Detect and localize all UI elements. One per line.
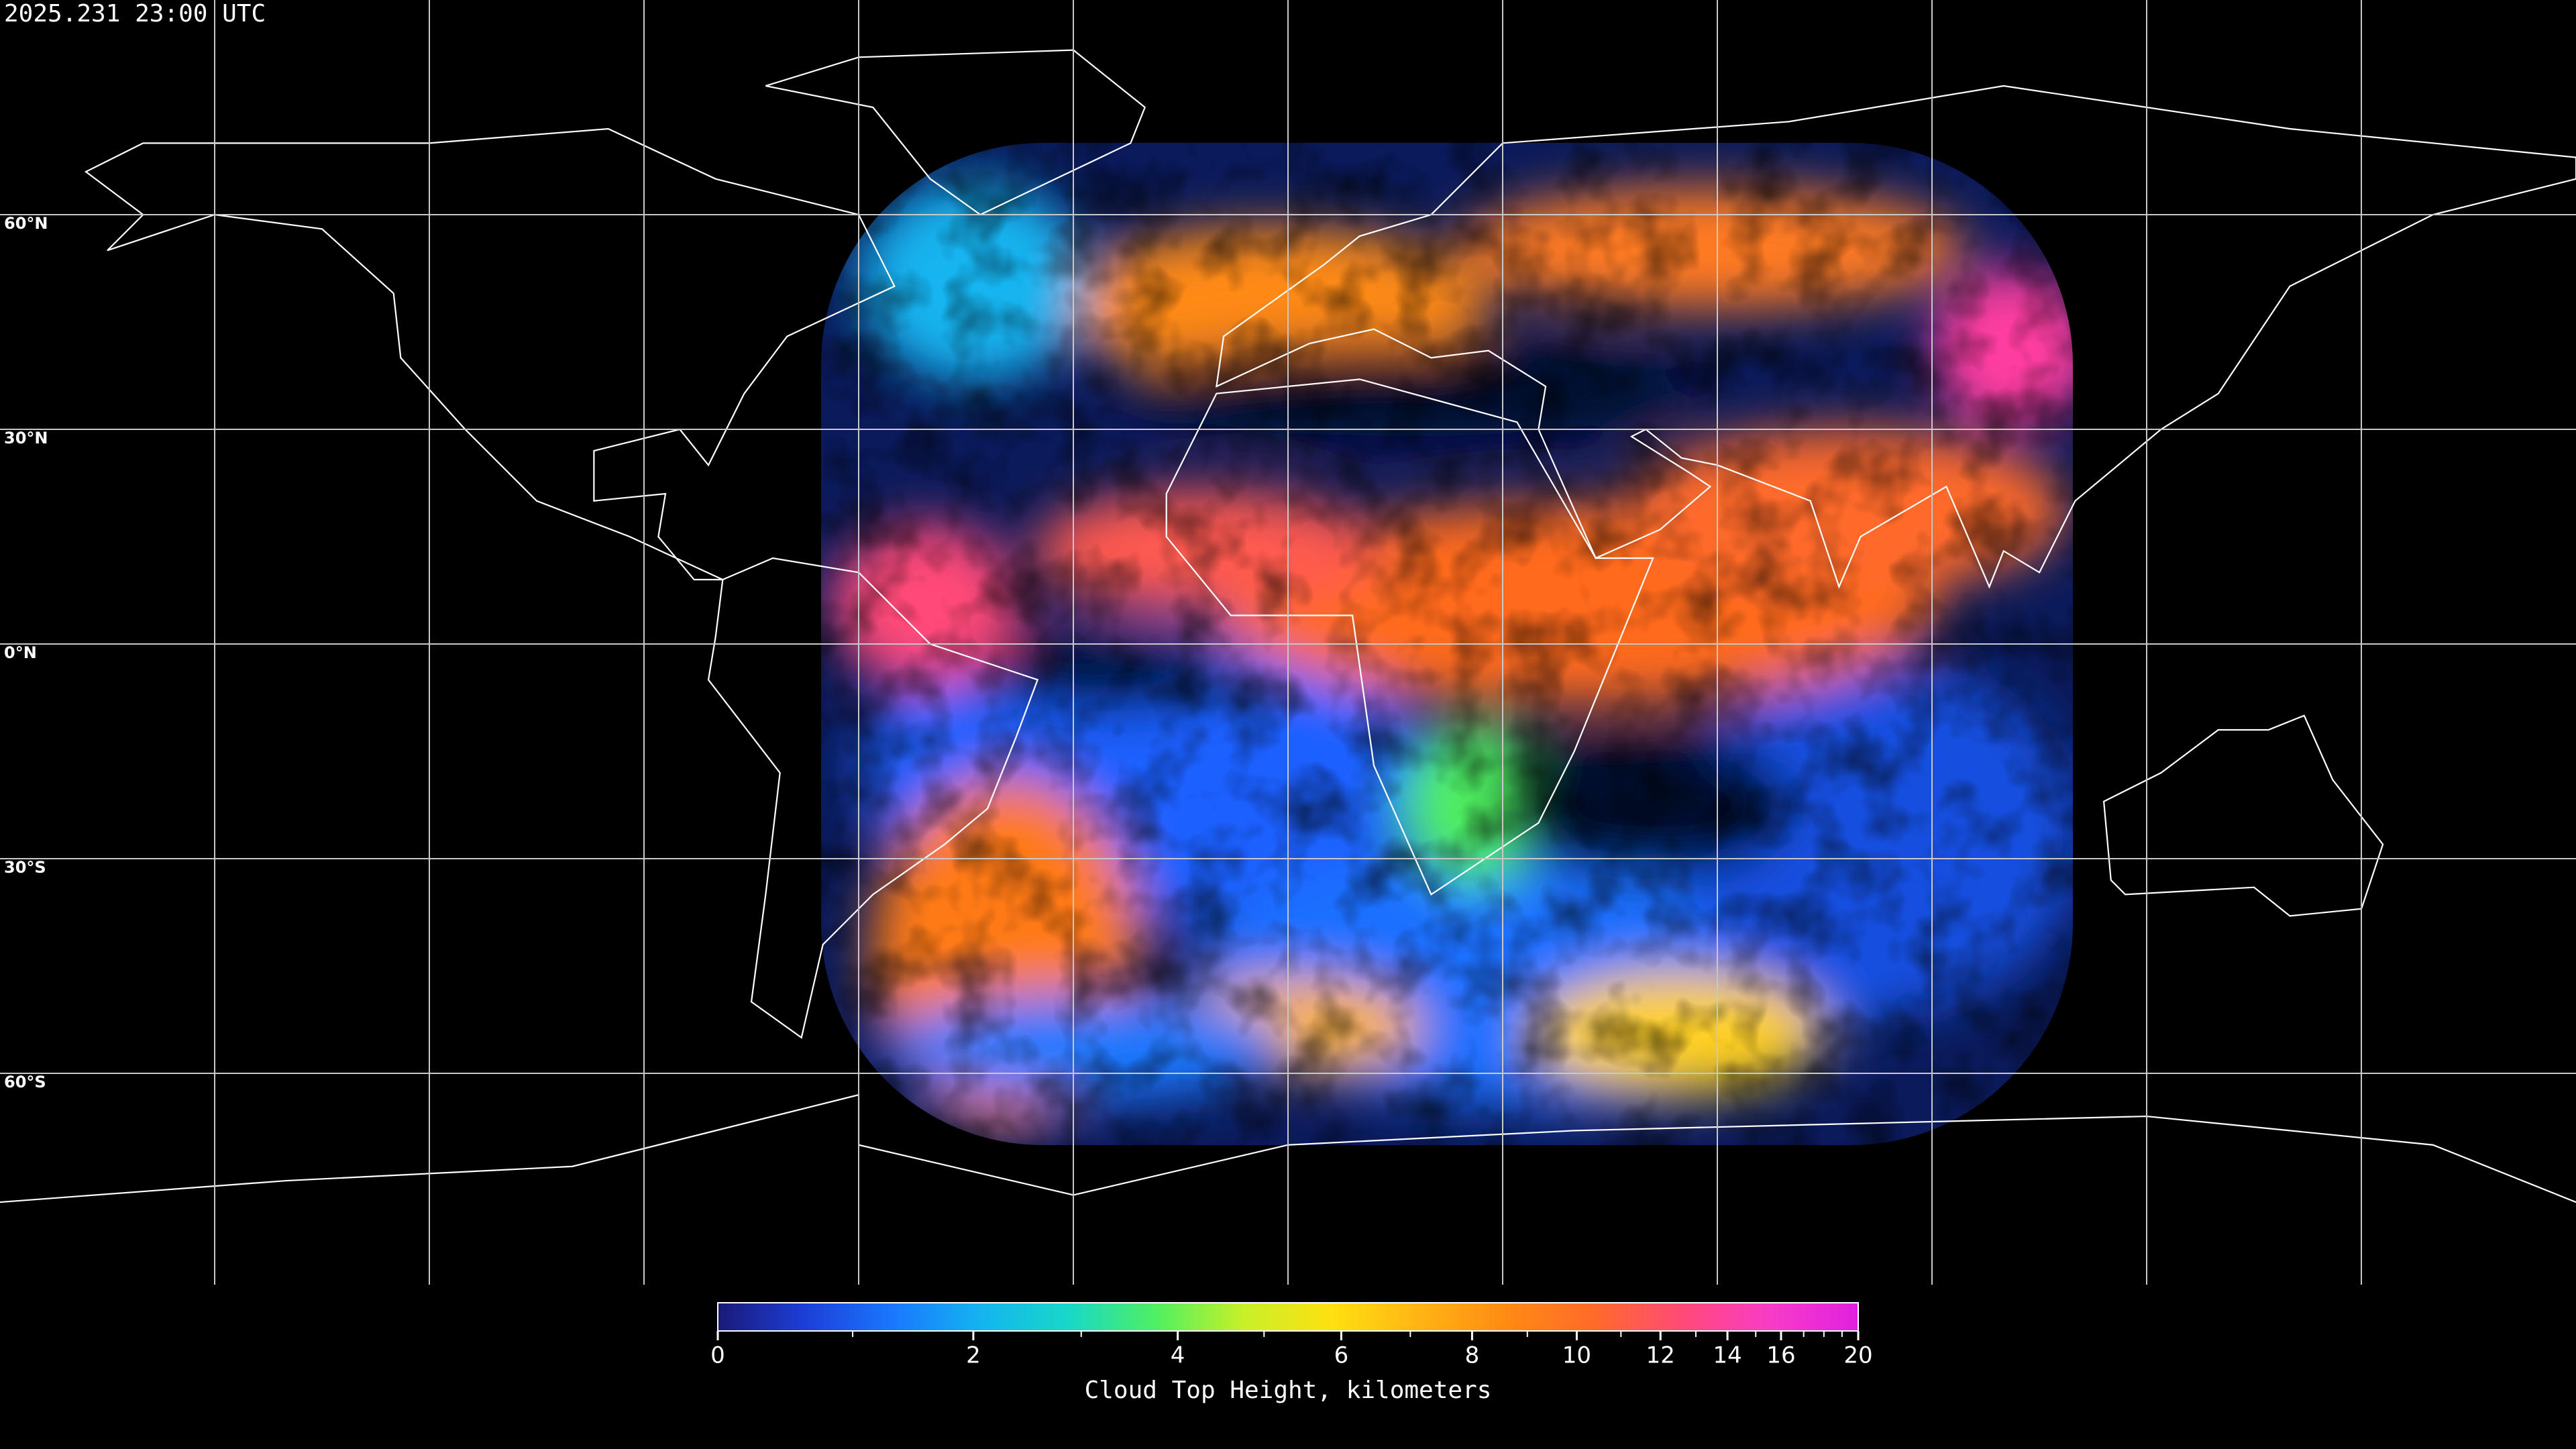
coastline: [1165, 378, 1654, 896]
coastline: [707, 557, 1039, 1039]
colorbar-tick-label: 12: [1646, 1342, 1675, 1369]
colorbar-tick-label: 10: [1562, 1342, 1591, 1369]
coastline: [1216, 85, 2576, 589]
coastline: [0, 1093, 2576, 1203]
latitude-label: 30°S: [4, 858, 46, 877]
graticule: [0, 0, 2576, 1285]
colorbar-ramp: [717, 1302, 1859, 1332]
colorbar-tick-label: 2: [966, 1342, 981, 1369]
colorbar-tick-label: 8: [1465, 1342, 1480, 1369]
latitude-label: 30°N: [4, 429, 48, 447]
colorbar-label: Cloud Top Height, kilometers: [1085, 1377, 1492, 1404]
colorbar-tick-label: 4: [1171, 1342, 1185, 1369]
latitude-label: 0°N: [4, 643, 37, 662]
coastline: [765, 49, 1146, 216]
latitude-label: 60°S: [4, 1073, 46, 1091]
colorbar: [716, 1302, 1860, 1340]
coastline: [84, 127, 896, 581]
colorbar-tick-label: 0: [710, 1342, 725, 1369]
colorbar-tick-label: 20: [1843, 1342, 1872, 1369]
timestamp: 2025.231 23:00 UTC: [4, 0, 266, 28]
coastlines: [0, 49, 2576, 1203]
colorbar-tick-label: 16: [1766, 1342, 1795, 1369]
colorbar-tick-label: 6: [1334, 1342, 1349, 1369]
coastline: [2102, 714, 2384, 917]
latitude-label: 60°N: [4, 214, 48, 233]
colorbar-tick-label: 14: [1713, 1342, 1741, 1369]
